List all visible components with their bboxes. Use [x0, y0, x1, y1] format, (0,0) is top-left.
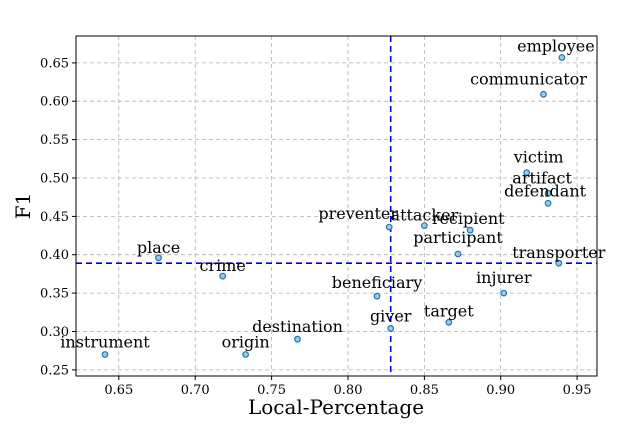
x-tick-label: 0.80	[334, 383, 363, 398]
y-tick-label: 0.35	[40, 287, 69, 302]
x-tick-label: 0.85	[410, 383, 439, 398]
point-labels: employee communicator victimartifactdefend…	[60, 37, 605, 352]
point-instrument	[101, 351, 109, 358]
point-defendant	[544, 199, 552, 207]
x-tick-label: 0.75	[257, 383, 286, 398]
point-label-place: place	[137, 238, 180, 257]
grid	[76, 36, 597, 376]
point-label-instrument: instrument	[60, 333, 150, 352]
y-tick-label: 0.30	[40, 325, 69, 340]
point-giver	[387, 325, 395, 332]
point-label-participant: participant	[413, 228, 503, 247]
point-employee	[558, 54, 566, 61]
point-label-communicator: communicator	[470, 69, 587, 88]
point-label-beneficiary: beneficiary	[332, 273, 422, 292]
point-label-artifact: artifact	[512, 168, 572, 187]
point-destination	[294, 335, 301, 343]
point-label-recipient: recipient	[432, 209, 505, 228]
point-label-defendant: defendant	[504, 181, 586, 200]
x-axis-label: Local-Percentage	[248, 395, 424, 419]
point-communicator	[540, 90, 547, 98]
data-points	[101, 54, 566, 358]
point-participant	[454, 250, 462, 258]
point-beneficiary	[373, 292, 381, 300]
point-recipient	[466, 226, 474, 234]
plot-frame	[75, 35, 598, 377]
point-attacker	[421, 222, 428, 230]
point-label-origin: origin	[222, 333, 270, 352]
point-label-attacker: attacker	[391, 206, 459, 225]
x-tick-label: 0.90	[486, 383, 515, 398]
point-label-crime: crime	[200, 256, 246, 275]
y-tick-label: 0.55	[40, 133, 69, 148]
x-tick-label: 0.95	[563, 383, 592, 398]
y-axis-ticks: 0.25 0.30 0.35 0.40 0.45 0.50 0.55 0.60 0.65	[40, 56, 76, 378]
reference-lines	[76, 36, 597, 376]
point-label-transporter: transporter	[512, 243, 606, 262]
point-origin	[242, 351, 250, 358]
y-tick-label: 0.50	[40, 172, 69, 187]
point-crime	[219, 272, 227, 280]
x-tick-label: 0.70	[181, 383, 210, 398]
point-label-employee: employee	[517, 37, 595, 56]
point-label-target: target	[424, 301, 474, 320]
y-tick-label: 0.65	[40, 56, 69, 71]
y-tick-label: 0.25	[40, 363, 69, 378]
point-transporter	[555, 259, 563, 267]
y-tick-label: 0.40	[40, 248, 69, 263]
point-artifact	[544, 189, 552, 197]
point-victim	[523, 169, 531, 177]
x-tick-label: 0.65	[104, 383, 133, 398]
y-tick-label: 0.60	[40, 95, 69, 110]
y-axis-label: F1	[11, 193, 35, 220]
point-label-injurer: injurer	[476, 268, 532, 287]
point-label-giver: giver	[370, 306, 412, 325]
point-injurer	[500, 289, 508, 297]
y-tick-label: 0.45	[40, 210, 69, 225]
point-preventer	[385, 223, 393, 231]
point-place	[155, 254, 162, 262]
point-label-victim: victim	[513, 148, 564, 167]
point-label-preventer: preventer	[318, 204, 398, 223]
point-target	[445, 318, 453, 326]
point-label-destination: destination	[252, 317, 343, 336]
x-axis-ticks: 0.65 0.70 0.75 0.80 0.85 0.90 0.95	[104, 376, 592, 398]
